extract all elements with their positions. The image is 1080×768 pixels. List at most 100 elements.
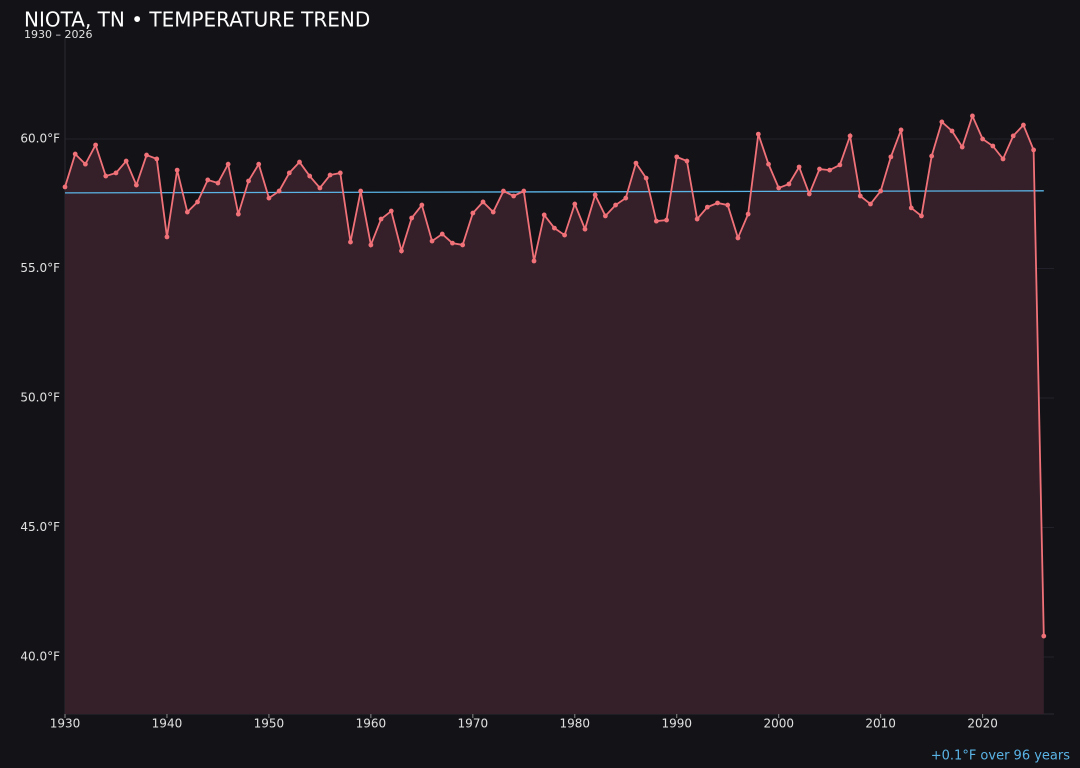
y-tick-label: 50.0°F	[20, 391, 60, 405]
point	[766, 161, 771, 167]
x-tick-label: 1960	[356, 717, 387, 731]
point	[806, 191, 812, 197]
point	[246, 178, 251, 184]
point	[552, 225, 557, 231]
point	[582, 226, 588, 232]
point	[368, 242, 374, 248]
point	[939, 119, 945, 125]
point	[908, 205, 914, 211]
point	[572, 201, 578, 207]
x-tick-label: 1990	[661, 717, 692, 731]
point	[72, 151, 78, 157]
point	[796, 164, 802, 170]
x-tick-label: 2020	[967, 717, 998, 731]
point	[857, 193, 863, 199]
point	[511, 193, 517, 199]
point	[307, 173, 313, 179]
point	[531, 258, 537, 264]
point	[297, 159, 302, 165]
point	[704, 204, 710, 210]
point	[256, 161, 262, 167]
point	[1041, 633, 1047, 639]
point	[439, 231, 445, 237]
point	[623, 195, 629, 201]
point	[898, 127, 904, 133]
y-tick-label: 45.0°F	[20, 520, 60, 534]
point	[235, 211, 241, 217]
point	[562, 232, 567, 238]
chart-title: NIOTA, TN • TEMPERATURE TREND	[24, 8, 370, 32]
x-tick-label: 1940	[152, 717, 183, 731]
point	[929, 153, 935, 159]
point	[419, 202, 425, 208]
point	[62, 184, 68, 190]
point	[348, 239, 353, 245]
point	[113, 170, 119, 176]
point	[592, 192, 598, 198]
point	[745, 211, 751, 217]
point	[694, 216, 700, 222]
x-tick-label: 2010	[865, 717, 896, 731]
point	[827, 167, 833, 173]
point	[317, 185, 323, 191]
point	[684, 158, 690, 164]
point	[388, 208, 394, 214]
point	[1000, 156, 1006, 162]
point	[664, 217, 669, 223]
point	[205, 177, 211, 183]
point	[378, 216, 384, 222]
point	[174, 167, 180, 173]
y-tick-label: 55.0°F	[20, 261, 60, 275]
point	[266, 195, 272, 201]
chart-subtitle: 1930 – 2026	[24, 28, 92, 41]
point	[755, 131, 761, 137]
x-tick-label: 1980	[560, 717, 591, 731]
point	[103, 173, 109, 179]
point	[501, 188, 506, 194]
point	[653, 218, 659, 224]
point	[399, 248, 404, 254]
y-tick-label: 40.0°F	[20, 650, 60, 664]
point	[450, 240, 455, 246]
x-tick-label: 1930	[50, 717, 81, 731]
point	[919, 213, 924, 219]
point	[215, 180, 221, 186]
point	[164, 234, 170, 240]
point	[133, 182, 139, 188]
point	[643, 175, 649, 181]
point	[470, 210, 476, 216]
point	[144, 152, 149, 158]
point	[786, 181, 792, 187]
point	[93, 142, 98, 148]
point	[429, 238, 435, 244]
point	[674, 154, 680, 160]
point	[521, 188, 527, 194]
point	[490, 209, 496, 215]
area	[65, 115, 1044, 715]
point	[460, 242, 466, 248]
x-tick-label: 1970	[458, 717, 489, 731]
point	[970, 113, 975, 119]
point	[847, 133, 853, 139]
point	[888, 154, 894, 160]
point	[1021, 122, 1026, 128]
point	[358, 188, 364, 194]
y-tick-label: 60.0°F	[20, 132, 60, 146]
x-tick-label: 2000	[763, 717, 794, 731]
point	[184, 209, 190, 215]
point	[225, 161, 231, 167]
point	[195, 199, 200, 205]
point	[409, 215, 415, 221]
point	[286, 170, 292, 176]
point	[878, 188, 884, 194]
point	[541, 212, 547, 218]
point	[276, 188, 282, 194]
point	[959, 144, 965, 150]
point	[633, 160, 639, 166]
point	[1010, 133, 1016, 139]
point	[715, 200, 720, 206]
point	[837, 162, 843, 168]
x-tick-label: 1950	[254, 717, 285, 731]
point	[735, 235, 741, 241]
point	[82, 161, 88, 167]
